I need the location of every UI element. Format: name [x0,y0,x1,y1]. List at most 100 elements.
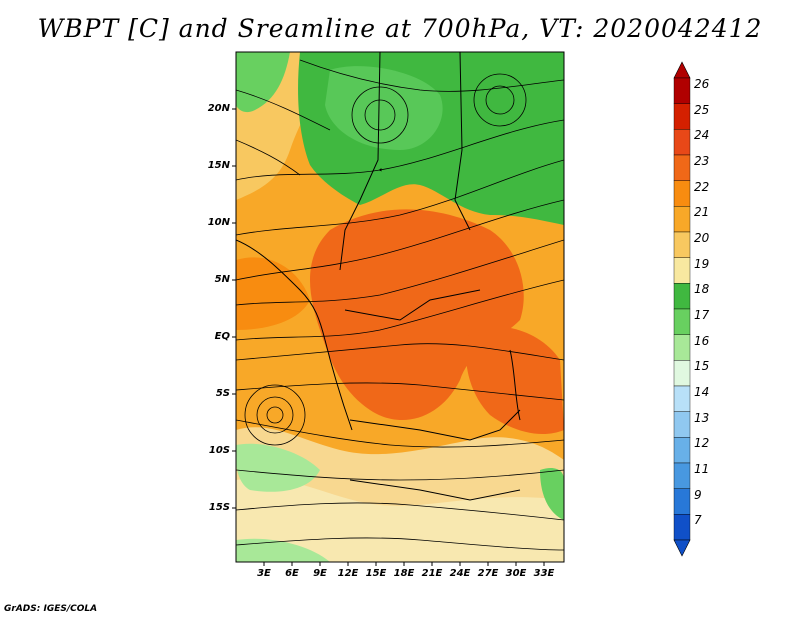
colorbar [673,61,691,557]
lon-label: 15E [365,568,387,579]
field-se-green [540,468,564,520]
streamline [236,537,564,551]
field-east-darkorange [466,326,564,435]
lat-label: EQ [214,331,230,342]
colorbar-swatch [673,129,691,156]
colorbar-label: 23 [694,153,710,168]
colorbar-label: 24 [694,128,710,143]
colorbar-label: 13 [694,410,710,425]
border [454,52,471,231]
field-south-pale [236,477,564,562]
lat-label: 5N [214,274,230,285]
streamline-vortex [244,384,306,446]
lat-label: 10S [208,445,230,456]
streamline [236,279,564,341]
streamline [236,419,564,448]
lon-label: 21E [421,568,443,579]
colorbar-bottom-arrow [673,539,691,557]
lon-label: 6E [285,568,299,579]
colorbar-swatch [673,488,691,515]
streamline-vortex [473,73,527,127]
colorbar-swatch [673,206,691,233]
lon-label: 3E [257,568,271,579]
colorbar-swatch [673,103,691,130]
colorbar-swatch [673,411,691,438]
streamline [236,119,564,181]
colorbar-label: 9 [694,487,702,502]
streamline-vortex [364,99,396,131]
lat-label: 5S [215,388,230,399]
colorbar-label: 26 [694,76,710,91]
colorbar-label: 25 [694,102,710,117]
lon-label: 24E [449,568,471,579]
colorbar-swatch [673,360,691,387]
colorbar-label: 12 [694,436,710,451]
streamline [236,239,564,306]
streamline [236,139,301,176]
colorbar-swatch [673,385,691,412]
lat-label: 20N [207,103,230,114]
colorbar-label: 21 [694,205,710,220]
border [349,479,521,501]
streamline [236,89,331,131]
lat-label: 15S [208,502,230,513]
streamline [236,343,564,361]
colorbar-swatch [673,257,691,284]
field-west-orange [236,257,310,330]
field-nw-green [236,52,290,113]
colorbar-label: 11 [694,461,710,476]
lat-label: 15N [207,160,230,171]
field-sw-green [236,443,320,492]
coastline [236,239,353,431]
border [339,52,381,271]
colorbar-label: 19 [694,256,710,271]
colorbar-label: 20 [694,230,710,245]
border [349,409,521,441]
colorbar-swatch [673,308,691,335]
lon-label: 18E [393,568,415,579]
colorbar-label: 15 [694,359,710,374]
streamline-vortex [266,406,284,424]
field-core-darkorange [310,209,524,420]
colorbar-label: 7 [694,513,702,528]
streamline-vortex [485,85,515,115]
map-frame [235,51,565,563]
colorbar-swatch [673,180,691,207]
colorbar-swatch [673,231,691,258]
credit-text: GrADS: IGES/COLA [4,604,98,614]
colorbar-label: 17 [694,307,710,322]
colorbar-swatch [673,334,691,361]
streamline [236,159,564,236]
colorbar-swatch [673,514,691,541]
streamline [236,199,564,281]
colorbar-label: 16 [694,333,710,348]
borders [236,52,521,501]
border [344,289,481,321]
field-north-lightgreen [325,66,443,150]
lon-label: 27E [477,568,499,579]
wbpt-field [236,52,564,562]
lake-shore [509,349,521,421]
colorbar-label: 22 [694,179,710,194]
lon-label: 12E [337,568,359,579]
streamline-vortex [256,396,294,434]
streamline [236,382,564,401]
streamline [299,59,564,92]
field-sw-green2 [236,538,330,562]
colorbar-swatch [673,77,691,104]
lon-label: 30E [505,568,527,579]
streamline-vortex [351,86,409,144]
colorbar-swatch [673,154,691,181]
colorbar-swatch [673,283,691,310]
colorbar-label: 18 [694,282,710,297]
lon-label: 9E [313,568,327,579]
colorbar-top-arrow [673,61,691,79]
lon-label: 33E [533,568,555,579]
colorbar-swatch [673,462,691,489]
streamlines [236,59,564,551]
colorbar-swatch [673,437,691,464]
chart-title: WBPT [C] and Sreamline at 700hPa, VT: 20… [37,14,763,43]
lat-label: 10N [207,217,230,228]
streamline [236,469,564,481]
